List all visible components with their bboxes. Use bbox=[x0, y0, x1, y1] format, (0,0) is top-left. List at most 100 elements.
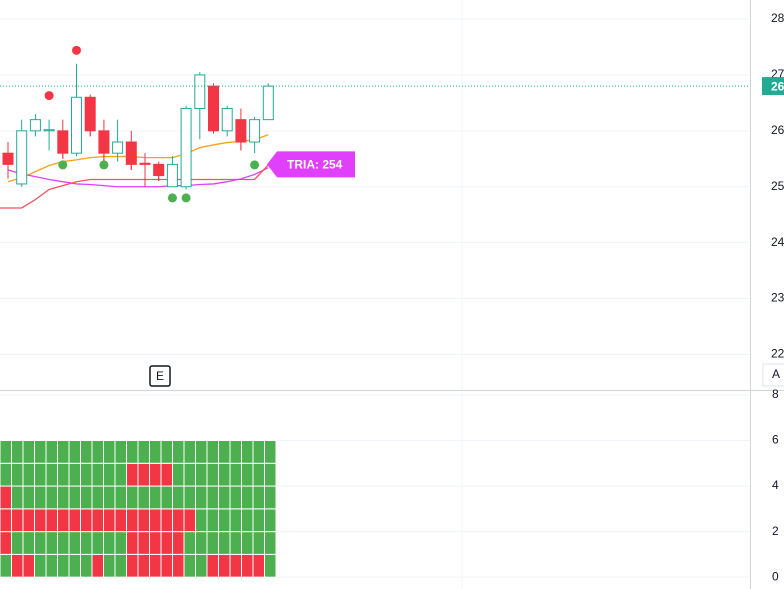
bar-segment bbox=[103, 440, 116, 464]
bar-segment bbox=[68, 508, 81, 533]
bar-segment bbox=[206, 531, 219, 555]
y-tick-label: 220 bbox=[771, 347, 784, 361]
bar-segment bbox=[218, 485, 231, 510]
bar-segment bbox=[149, 531, 162, 555]
bar-segment bbox=[195, 508, 208, 533]
indicator-line bbox=[7, 134, 269, 183]
bar-segment bbox=[160, 462, 173, 487]
bar-segment bbox=[149, 440, 162, 464]
bar-segment bbox=[57, 508, 70, 533]
bar-segment bbox=[195, 440, 208, 464]
auto-scale-label: A bbox=[772, 367, 780, 381]
bar-segment bbox=[160, 440, 173, 464]
candle-body bbox=[208, 85, 219, 132]
bar-segment bbox=[0, 553, 12, 578]
bar-segment bbox=[11, 531, 24, 555]
bar-segment bbox=[241, 553, 254, 578]
bar-segment bbox=[160, 531, 173, 555]
candle-body bbox=[194, 74, 206, 109]
bar-segment bbox=[11, 508, 24, 533]
bar-segment bbox=[68, 553, 81, 578]
candle-body bbox=[125, 141, 137, 165]
bar-segment bbox=[114, 553, 127, 578]
candle-body bbox=[71, 96, 82, 154]
candle-body bbox=[262, 85, 274, 121]
bar-segment bbox=[103, 531, 116, 555]
candle-body bbox=[43, 129, 55, 132]
annotation-tag bbox=[267, 151, 355, 178]
signal-dot bbox=[72, 45, 81, 55]
bar-segment bbox=[252, 531, 265, 555]
y-tick-label: 0 bbox=[772, 569, 779, 583]
y-tick-label: 4 bbox=[772, 478, 779, 492]
bar-segment bbox=[91, 508, 104, 533]
y-tick-label: 2 bbox=[772, 524, 779, 538]
bar-segment bbox=[0, 531, 12, 555]
event-marker: E bbox=[156, 369, 164, 383]
bar-segment bbox=[68, 485, 81, 510]
bar-segment bbox=[160, 553, 173, 578]
bar-segment bbox=[11, 553, 24, 578]
bar-segment bbox=[57, 553, 70, 578]
bar-segment bbox=[264, 531, 277, 555]
bar-segment bbox=[137, 440, 150, 464]
bar-segment bbox=[137, 553, 150, 578]
bar-segment bbox=[229, 440, 242, 464]
bar-segment bbox=[34, 440, 47, 464]
bar-segment bbox=[68, 462, 81, 487]
bar-segment bbox=[137, 462, 150, 487]
candle-body bbox=[180, 107, 192, 188]
bar-segment bbox=[218, 553, 231, 578]
bar-segment bbox=[149, 485, 162, 510]
bar-segment bbox=[252, 462, 265, 487]
bar-segment bbox=[264, 440, 277, 464]
bar-segment bbox=[172, 462, 185, 487]
bar-segment bbox=[229, 531, 242, 555]
bar-segment bbox=[252, 553, 265, 578]
bar-segment bbox=[218, 531, 231, 555]
auto-scale-button[interactable] bbox=[762, 363, 784, 387]
bar-segment bbox=[149, 553, 162, 578]
bar-segment bbox=[11, 440, 24, 464]
bar-segment bbox=[68, 440, 81, 464]
bar-segment bbox=[137, 531, 150, 555]
bar-segment bbox=[172, 440, 185, 464]
bar-segment bbox=[241, 508, 254, 533]
bar-segment bbox=[0, 440, 12, 464]
bar-segment bbox=[126, 508, 139, 533]
bar-segment bbox=[218, 462, 231, 487]
bar-segment bbox=[241, 531, 254, 555]
bar-segment bbox=[195, 462, 208, 487]
bar-segment bbox=[57, 531, 70, 555]
bar-segment bbox=[229, 508, 242, 533]
bar-segment bbox=[45, 485, 58, 510]
bar-segment bbox=[149, 508, 162, 533]
bar-segment bbox=[114, 440, 127, 464]
candle-body bbox=[57, 130, 69, 154]
bar-segment bbox=[114, 508, 127, 533]
bar-segment bbox=[103, 462, 116, 487]
price-label-box bbox=[762, 77, 784, 96]
bar-segment bbox=[34, 553, 47, 578]
bar-segment bbox=[22, 531, 35, 555]
bar-segment bbox=[264, 508, 277, 533]
bar-segment bbox=[91, 485, 104, 510]
candle-body bbox=[29, 119, 41, 132]
bar-segment bbox=[229, 485, 242, 510]
signal-dot bbox=[167, 193, 177, 203]
event-marker-box[interactable] bbox=[149, 365, 171, 387]
bar-segment bbox=[57, 485, 70, 510]
candle-body bbox=[98, 130, 110, 154]
bar-segment bbox=[57, 462, 70, 487]
price-label: 268 bbox=[771, 79, 784, 93]
bar-segment bbox=[103, 485, 116, 510]
bar-segment bbox=[183, 531, 196, 555]
candle-body bbox=[2, 152, 14, 165]
bar-segment bbox=[137, 508, 150, 533]
bar-segment bbox=[0, 462, 12, 487]
y-tick-label: 230 bbox=[771, 291, 784, 305]
bar-segment bbox=[80, 508, 93, 533]
bar-segment bbox=[91, 531, 104, 555]
bar-segment bbox=[0, 508, 12, 533]
